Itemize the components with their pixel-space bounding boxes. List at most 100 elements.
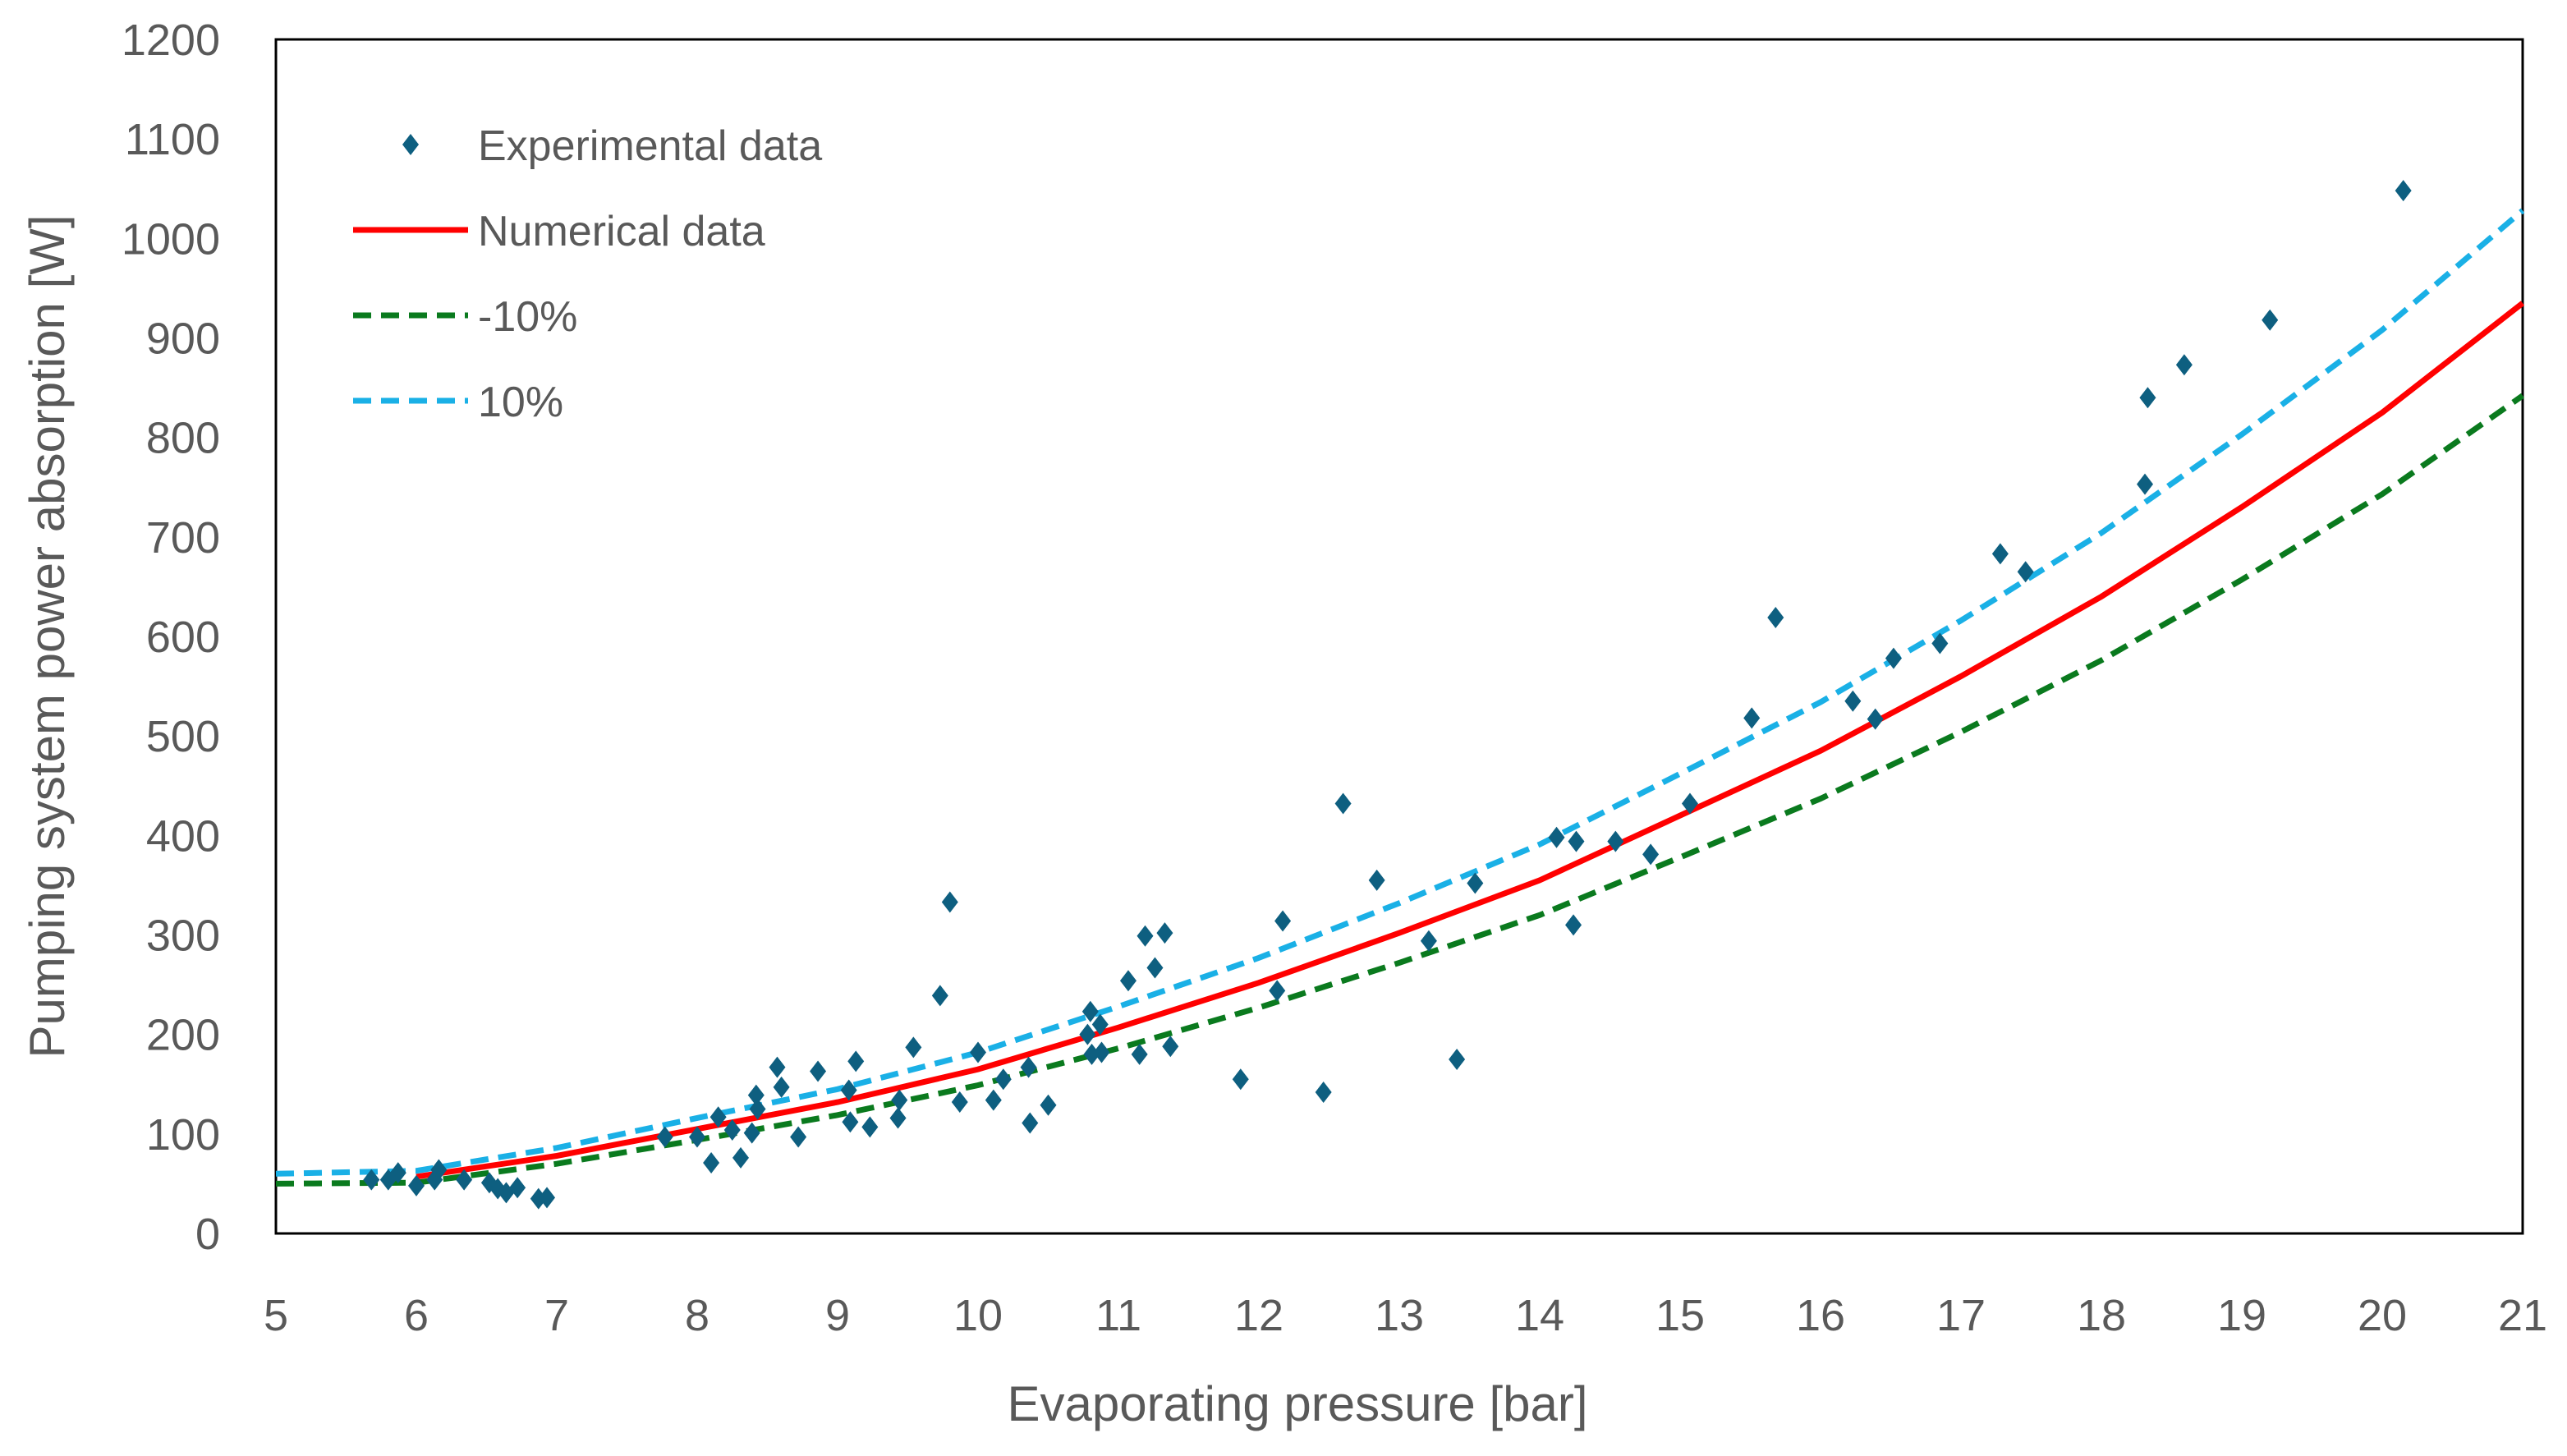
data-point	[1091, 1013, 1109, 1036]
data-point	[847, 1050, 865, 1072]
data-point	[994, 1068, 1012, 1091]
data-point	[723, 1118, 741, 1141]
data-point	[2395, 180, 2412, 202]
data-point	[743, 1122, 760, 1144]
y-tick-label: 900	[146, 315, 220, 364]
data-point	[1156, 922, 1173, 944]
data-point	[2137, 473, 2154, 495]
series-lines	[275, 208, 2525, 1187]
y-tick-label: 500	[146, 712, 220, 761]
x-tick-label: 16	[1796, 1291, 1845, 1340]
data-point	[970, 1041, 986, 1063]
data-point	[1137, 925, 1154, 947]
data-point	[1081, 1000, 1099, 1022]
y-tick-label: 1100	[125, 115, 220, 164]
y-tick-label: 200	[146, 1011, 220, 1060]
x-tick-label: 21	[2498, 1291, 2547, 1340]
scatter-points	[363, 180, 2412, 1210]
data-point	[363, 1169, 380, 1191]
legend-marker	[402, 134, 419, 155]
data-point	[456, 1169, 473, 1191]
x-tick-label: 11	[1095, 1291, 1141, 1340]
legend-item: Experimental data	[402, 122, 822, 170]
data-point	[2175, 354, 2193, 376]
data-point	[408, 1174, 425, 1196]
data-point	[2262, 309, 2279, 331]
data-point	[389, 1162, 406, 1184]
data-point	[1607, 830, 1624, 852]
data-point	[1232, 1068, 1249, 1091]
data-point	[430, 1159, 448, 1181]
y-axis-label: Pumping system power absorption [W]	[20, 214, 75, 1058]
data-point	[509, 1177, 526, 1199]
x-tick-label: 7	[544, 1291, 569, 1340]
x-axis-label: Evaporating pressure [bar]	[1007, 1376, 1587, 1431]
data-point	[1568, 830, 1585, 852]
data-point	[1743, 707, 1761, 729]
data-point	[790, 1126, 807, 1148]
y-tick-label: 300	[146, 912, 220, 961]
data-point	[889, 1107, 907, 1129]
legend-item: 10%	[353, 379, 563, 426]
legend-item: Numerical data	[353, 208, 765, 255]
data-point	[840, 1079, 857, 1101]
data-point	[656, 1126, 673, 1148]
data-point	[1119, 970, 1137, 992]
x-tick-label: 18	[2077, 1291, 2126, 1340]
data-point	[1681, 792, 1698, 815]
legend: Experimental data Numerical data -10% 10%	[353, 122, 822, 426]
legend-label: 10%	[478, 379, 563, 426]
legend-label: Experimental data	[478, 122, 822, 170]
data-point	[749, 1098, 766, 1120]
data-point	[689, 1126, 705, 1148]
data-point	[1269, 980, 1286, 1002]
data-point	[931, 985, 948, 1007]
data-point	[773, 1076, 790, 1098]
data-point	[769, 1056, 786, 1078]
data-point	[1991, 543, 2009, 565]
data-point	[1334, 792, 1352, 815]
data-point	[1420, 930, 1437, 952]
x-tick-label: 5	[264, 1291, 288, 1340]
data-point	[2017, 561, 2034, 583]
data-point	[1040, 1094, 1057, 1116]
x-tick-label: 13	[1375, 1291, 1424, 1340]
data-point	[703, 1151, 720, 1174]
data-point	[1146, 957, 1164, 979]
data-point	[1022, 1112, 1039, 1134]
data-point	[1467, 872, 1484, 894]
y-tick-label: 1000	[122, 214, 220, 264]
data-point	[905, 1036, 922, 1059]
data-point	[951, 1091, 968, 1114]
data-point	[1867, 708, 1884, 730]
x-tick-label: 8	[685, 1291, 709, 1340]
data-point	[1162, 1036, 1179, 1058]
data-point	[1368, 869, 1385, 891]
data-point	[1931, 632, 1949, 655]
x-tick-label: 6	[404, 1291, 429, 1340]
data-point	[747, 1084, 765, 1106]
data-point	[1079, 1023, 1096, 1045]
y-tick-label: 0	[195, 1210, 220, 1259]
data-point	[709, 1106, 727, 1128]
data-point	[1642, 843, 1660, 866]
series-line-3	[275, 208, 2525, 1177]
x-tick-label: 10	[953, 1291, 1003, 1340]
y-tick-label: 800	[146, 414, 220, 463]
data-point	[985, 1089, 1002, 1111]
y-tick-label: 700	[146, 513, 220, 563]
data-point	[941, 891, 958, 913]
data-point	[2139, 387, 2156, 409]
data-point	[1565, 914, 1582, 936]
data-point	[1083, 1043, 1100, 1065]
data-point	[732, 1146, 750, 1169]
data-point	[539, 1187, 556, 1209]
data-point	[842, 1111, 859, 1133]
data-point	[1274, 910, 1292, 932]
x-tick-label: 19	[2217, 1291, 2266, 1340]
data-point	[1020, 1056, 1037, 1078]
y-tick-label: 100	[146, 1110, 220, 1160]
series-line-1	[416, 301, 2525, 1180]
x-tick-label: 20	[2358, 1291, 2407, 1340]
